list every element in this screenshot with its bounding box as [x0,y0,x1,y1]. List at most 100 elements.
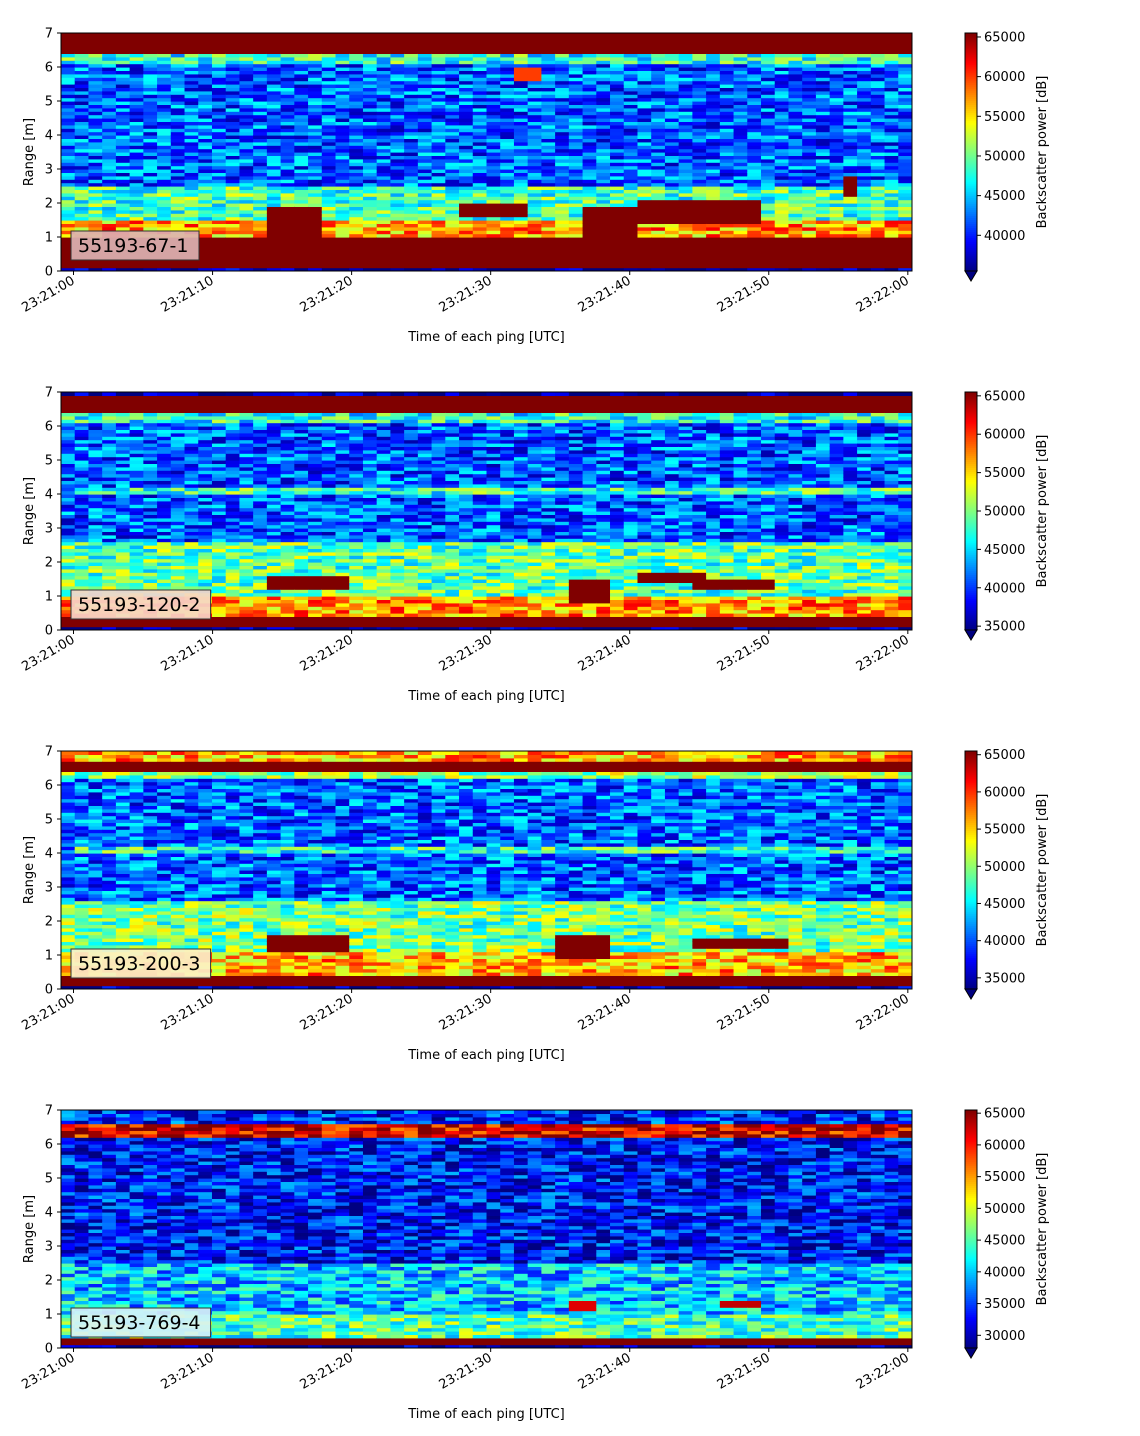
heatmap-cell [362,145,378,150]
heatmap-cell [335,46,350,51]
heatmap-cell [472,73,488,78]
heatmap-cell [678,250,693,255]
heatmap-cell [678,264,693,269]
heatmap-cell [335,148,350,153]
heatmap-cell [445,53,460,58]
heatmap-cell [211,46,227,51]
heatmap-cell [143,189,158,194]
heatmap-cell [170,175,186,180]
heatmap-cell [596,90,611,95]
heatmap-cell [88,152,103,156]
heatmap-cell [651,223,666,228]
heatmap-cell [294,39,309,44]
heatmap-cell [513,148,529,153]
heatmap-cell [747,70,762,75]
heatmap-cell [774,230,790,235]
heatmap-cell [225,90,241,95]
heatmap-cell [266,243,282,248]
heatmap-cell [870,172,886,177]
heatmap-cell [596,77,611,82]
heatmap-cell [802,250,817,255]
heatmap-cell [74,494,90,498]
heatmap-cell [294,90,309,95]
heatmap-cell [74,551,90,556]
heatmap-cell [376,53,392,58]
heatmap-cell [623,172,639,177]
heatmap-cell [115,260,131,265]
heatmap-cell [280,216,295,221]
heatmap-cell [678,60,693,65]
heatmap-cell [129,111,144,116]
heatmap-cell [115,405,131,410]
heatmap-cell [102,84,117,88]
heatmap-cell [472,60,488,65]
heatmap-cell [500,77,515,82]
heatmap-cell [129,487,144,492]
heatmap-cell [568,53,584,58]
colorbar-segment [965,58,977,62]
heatmap-cell [568,189,584,194]
heatmap-cell [225,182,241,187]
heatmap-cell [88,555,103,560]
heatmap-cell [239,84,254,88]
heatmap-cell [857,50,872,54]
heatmap-cell [884,60,899,65]
heatmap-cell [678,101,693,105]
heatmap-cell [815,175,831,180]
heatmap-cell [74,439,90,444]
heatmap-cell [102,490,117,495]
heatmap-cell [706,260,721,265]
heatmap-cell [555,220,570,224]
heatmap-cell [390,169,405,173]
heatmap-cell [664,257,680,262]
heatmap-cell [143,500,158,505]
heatmap-cell [253,233,268,238]
heatmap-cell [239,63,254,68]
heatmap-cell [88,412,103,417]
heatmap-cell [170,90,186,95]
heatmap-cell [417,169,433,173]
heatmap-cell [143,460,158,464]
heatmap-cell [253,165,268,170]
heatmap-cell [898,50,912,54]
heatmap-cell [459,141,474,146]
heatmap-cell [376,189,392,194]
heatmap-cell [143,104,158,109]
heatmap-cell [747,50,762,54]
heatmap-cell [431,182,446,187]
heatmap-cell [431,250,446,255]
heatmap-cell [884,121,899,126]
heatmap-cell [761,206,776,211]
heatmap-cell [102,43,117,48]
heatmap-cell [390,131,405,136]
heatmap-cell [678,63,693,68]
heatmap-cell [857,179,872,184]
heatmap-cell [431,192,446,197]
heatmap-cell [596,145,611,150]
heatmap-cell [555,206,570,211]
heatmap-cell [61,592,76,597]
heatmap-cell [651,162,666,167]
heatmap-cell [774,135,790,139]
heatmap-cell [747,192,762,197]
heatmap-cell [815,33,831,37]
panel-label-box [70,230,200,261]
heatmap-cell [555,257,570,262]
heatmap-cell [527,182,543,187]
heatmap-cell [88,528,103,532]
heatmap-cell [129,626,144,630]
heatmap-cell [102,56,117,61]
heatmap-cell [596,118,611,122]
heatmap-cell [115,436,131,441]
heatmap-cell [719,33,735,37]
heatmap-cell [664,220,680,224]
heatmap-cell [500,243,515,248]
heatmap-cell [211,247,227,252]
heatmap-cell [637,87,652,92]
heatmap-cell [294,158,309,163]
heatmap-cell [459,101,474,105]
heatmap-cell [280,230,295,235]
heatmap-cell [88,409,103,413]
heatmap-cell [170,141,186,146]
heatmap-cell [198,67,213,71]
